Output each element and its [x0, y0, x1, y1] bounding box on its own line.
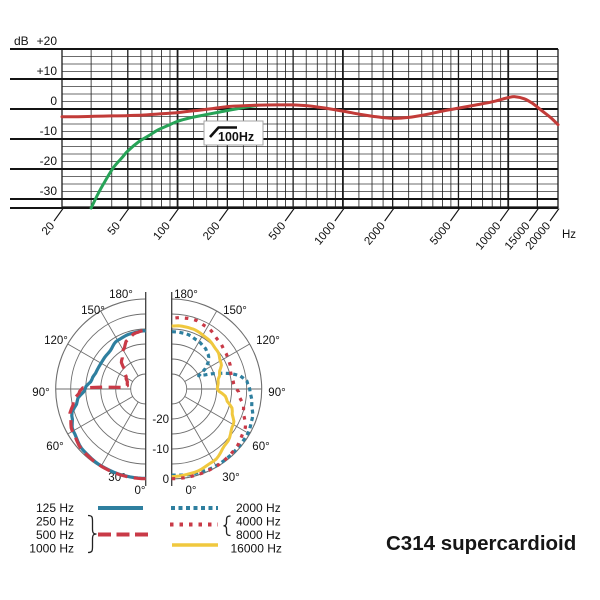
- x-axis-tick-label: 100: [151, 220, 173, 242]
- polar-pattern-charts: 180° 150° 120° 90° 60° 30° 0° 180° 150° 120° 90° 60…: [32, 289, 285, 497]
- polar-curve-2000-hz: [171, 330, 255, 477]
- legend-label-8000hz: 8000 Hz: [236, 528, 281, 542]
- legend-label-250hz: 250 Hz: [36, 515, 74, 529]
- polar-angle-label: 150°: [223, 305, 247, 317]
- legend-label-4000hz: 4000 Hz: [236, 515, 281, 529]
- polar-angle-label: 30°: [222, 472, 239, 484]
- polar-angle-label: 180°: [174, 289, 198, 301]
- y-axis-tick-label: +10: [37, 64, 58, 78]
- y-axis-tick-label: -20: [40, 154, 58, 168]
- polar-angle-label: 90°: [32, 387, 49, 399]
- x-axis-tick: [218, 208, 229, 222]
- polar-angle-label: 0°: [135, 485, 146, 497]
- x-axis-tick-label: 1000: [313, 220, 339, 247]
- polar-radial: [178, 310, 218, 377]
- polar-angle-label: 60°: [46, 441, 63, 453]
- chart-title: C314 supercardioid: [386, 532, 576, 555]
- polar-angle-label: 180°: [109, 289, 133, 301]
- bass-cut-filter-icon: [209, 126, 237, 138]
- x-axis-tick: [384, 208, 395, 222]
- x-axis-tick: [528, 208, 539, 222]
- polar-ring: [171, 373, 188, 405]
- x-axis-tick: [334, 208, 345, 222]
- frequency-response-chart: +20 +10 0 -10 -20 -30 20 50 100 200 500 1000 2000 500…: [10, 34, 560, 252]
- polar-radial: [178, 401, 218, 468]
- polar-db-label: -10: [152, 444, 169, 456]
- legend-label-125hz: 125 Hz: [36, 501, 74, 515]
- x-axis-tick: [169, 208, 180, 222]
- polar-angle-label: 60°: [252, 441, 269, 453]
- legend-label-2000hz: 2000 Hz: [236, 501, 281, 515]
- x-axis-tick: [450, 208, 460, 222]
- polar-polar-low-frequencies: 180°150°120°90°60°30°0°: [32, 289, 147, 497]
- polar-polar-high-frequencies: 180° 150° 120° 90° 60° 30° 0°: [171, 289, 286, 497]
- x-axis-tick-label: 10000: [474, 220, 504, 252]
- x-axis-tick: [119, 208, 130, 222]
- y-axis-tick-label: -10: [40, 124, 58, 138]
- filter-annotation-label: 100Hz: [218, 130, 254, 144]
- hz-axis-unit-label: Hz: [562, 229, 576, 241]
- polar-db-label: 0: [163, 474, 169, 486]
- polar-angle-label: 90°: [268, 387, 285, 399]
- polar-angle-label: 120°: [44, 335, 68, 347]
- x-axis-tick-label: 20: [40, 220, 57, 238]
- legend-brace-left-group: [223, 515, 231, 537]
- x-axis-tick-label: 50: [106, 220, 123, 238]
- x-axis-tick-label: 5000: [428, 220, 454, 247]
- x-axis-tick: [53, 208, 64, 222]
- polar-angle-label: 0°: [186, 485, 197, 497]
- curve-frequency-response: [60, 95, 560, 127]
- legend-label-1000hz: 1000 Hz: [29, 542, 74, 556]
- y-axis-tick-label: +20: [37, 34, 58, 48]
- polar-radial: [184, 343, 250, 382]
- legend-label-16000hz: 16000 Hz: [231, 542, 282, 556]
- polar-radial: [184, 396, 250, 435]
- legend-brace-right-group: [87, 514, 97, 554]
- polar-ring: [130, 373, 146, 405]
- bass-cut-filter-annotation: 100Hz: [203, 120, 264, 146]
- polar-radial: [100, 310, 139, 377]
- polar-db-label: -20: [152, 414, 169, 426]
- y-axis-tick-label: -30: [40, 184, 58, 198]
- polar-angle-label: 120°: [256, 335, 280, 347]
- polar-curve-16000-hz: [171, 324, 236, 479]
- x-axis-tick-label: 2000: [362, 220, 388, 247]
- x-axis-tick-label: 500: [267, 220, 289, 242]
- db-axis-unit-label: dB: [14, 34, 29, 48]
- x-axis-tick: [284, 208, 295, 222]
- polar-radial: [100, 401, 139, 468]
- x-axis-tick: [549, 208, 560, 222]
- polar-angle-label: 150°: [81, 305, 105, 317]
- y-axis-tick-label: 0: [50, 94, 57, 108]
- polar-curve-250-500-1000-hz: [68, 328, 146, 481]
- x-axis-tick: [499, 208, 510, 222]
- polar-curve-4000-8000-hz: [171, 316, 248, 481]
- legend-label-500hz: 500 Hz: [36, 528, 74, 542]
- polar-radial: [67, 396, 133, 435]
- x-axis-tick-label: 200: [201, 220, 223, 242]
- curve-bass-cut-filter-engaged: [89, 104, 258, 210]
